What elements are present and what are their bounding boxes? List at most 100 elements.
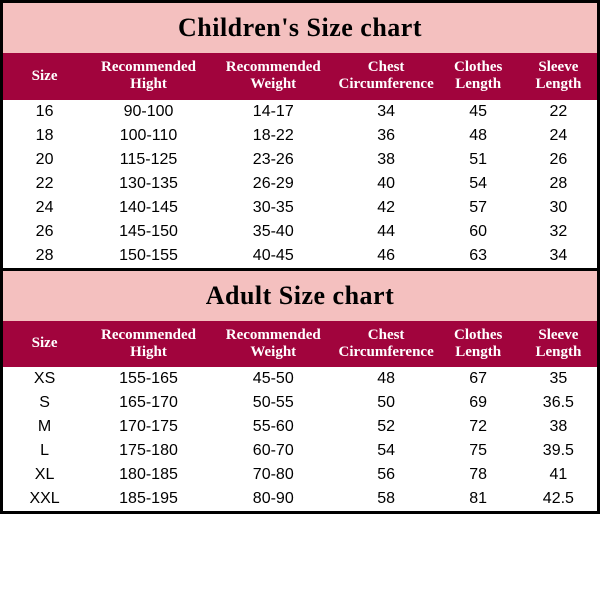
table-cell: 39.5	[520, 439, 597, 463]
table-cell: 48	[336, 367, 437, 391]
table-row: XS155-16545-50486735	[3, 367, 597, 391]
table-cell: 67	[437, 367, 520, 391]
table-cell: 28	[3, 244, 86, 268]
table-row: 26145-15035-40446032	[3, 220, 597, 244]
table-cell: 48	[437, 124, 520, 148]
table-row: 20115-12523-26385126	[3, 148, 597, 172]
table-cell: 45	[437, 100, 520, 124]
col-hight: Recommended Hight	[86, 53, 211, 100]
table-cell: 24	[3, 196, 86, 220]
table-cell: XL	[3, 463, 86, 487]
table-cell: 44	[336, 220, 437, 244]
table-cell: 23-26	[211, 148, 336, 172]
table-row: XXL185-19580-90588142.5	[3, 487, 597, 511]
table-row: 24140-14530-35425730	[3, 196, 597, 220]
table-cell: 40	[336, 172, 437, 196]
table-cell: 100-110	[86, 124, 211, 148]
table-cell: 42.5	[520, 487, 597, 511]
table-cell: S	[3, 391, 86, 415]
table-cell: 50-55	[211, 391, 336, 415]
table-cell: 30	[520, 196, 597, 220]
table-cell: 69	[437, 391, 520, 415]
table-cell: 54	[437, 172, 520, 196]
table-cell: 56	[336, 463, 437, 487]
table-cell: 42	[336, 196, 437, 220]
table-cell: 90-100	[86, 100, 211, 124]
col-sleeve: Sleeve Length	[520, 321, 597, 368]
col-chest: Chest Circumference	[336, 53, 437, 100]
col-weight: Recommended Weight	[211, 53, 336, 100]
table-cell: 175-180	[86, 439, 211, 463]
table-cell: 55-60	[211, 415, 336, 439]
col-chest: Chest Circumference	[336, 321, 437, 368]
table-cell: 20	[3, 148, 86, 172]
table-header-row: Size Recommended Hight Recommended Weigh…	[3, 321, 597, 368]
table-cell: 58	[336, 487, 437, 511]
adult-tbody: XS155-16545-50486735S165-17050-55506936.…	[3, 367, 597, 511]
table-cell: 130-135	[86, 172, 211, 196]
col-size: Size	[3, 53, 86, 100]
table-cell: 16	[3, 100, 86, 124]
table-cell: 72	[437, 415, 520, 439]
table-cell: 60-70	[211, 439, 336, 463]
table-cell: 14-17	[211, 100, 336, 124]
table-cell: 115-125	[86, 148, 211, 172]
table-cell: 26	[520, 148, 597, 172]
children-tbody: 1690-10014-1734452218100-11018-223648242…	[3, 100, 597, 268]
table-row: 18100-11018-22364824	[3, 124, 597, 148]
table-row: 22130-13526-29405428	[3, 172, 597, 196]
table-cell: 145-150	[86, 220, 211, 244]
adult-table: Size Recommended Hight Recommended Weigh…	[3, 321, 597, 512]
table-cell: 70-80	[211, 463, 336, 487]
table-cell: 165-170	[86, 391, 211, 415]
table-cell: 155-165	[86, 367, 211, 391]
table-cell: L	[3, 439, 86, 463]
table-cell: 78	[437, 463, 520, 487]
table-cell: 81	[437, 487, 520, 511]
col-clothes: Clothes Length	[437, 53, 520, 100]
table-cell: 24	[520, 124, 597, 148]
table-cell: XS	[3, 367, 86, 391]
table-row: L175-18060-70547539.5	[3, 439, 597, 463]
table-cell: 34	[336, 100, 437, 124]
table-cell: 26-29	[211, 172, 336, 196]
table-cell: M	[3, 415, 86, 439]
table-cell: 140-145	[86, 196, 211, 220]
col-weight: Recommended Weight	[211, 321, 336, 368]
table-cell: 80-90	[211, 487, 336, 511]
col-hight: Recommended Hight	[86, 321, 211, 368]
table-row: XL180-18570-80567841	[3, 463, 597, 487]
table-cell: 185-195	[86, 487, 211, 511]
table-cell: 40-45	[211, 244, 336, 268]
table-header-row: Size Recommended Hight Recommended Weigh…	[3, 53, 597, 100]
table-cell: 57	[437, 196, 520, 220]
table-cell: 52	[336, 415, 437, 439]
table-cell: 35-40	[211, 220, 336, 244]
table-cell: 46	[336, 244, 437, 268]
table-cell: 26	[3, 220, 86, 244]
table-cell: 41	[520, 463, 597, 487]
table-cell: 75	[437, 439, 520, 463]
table-cell: 38	[520, 415, 597, 439]
children-title: Children's Size chart	[3, 3, 597, 53]
table-cell: 38	[336, 148, 437, 172]
table-cell: 170-175	[86, 415, 211, 439]
table-cell: 22	[3, 172, 86, 196]
table-row: M170-17555-60527238	[3, 415, 597, 439]
table-cell: 63	[437, 244, 520, 268]
table-cell: 34	[520, 244, 597, 268]
size-chart-container: Children's Size chart Size Recommended H…	[0, 0, 600, 514]
col-size: Size	[3, 321, 86, 368]
adult-title: Adult Size chart	[3, 271, 597, 321]
col-sleeve: Sleeve Length	[520, 53, 597, 100]
table-cell: 36	[336, 124, 437, 148]
table-cell: 18	[3, 124, 86, 148]
table-cell: 51	[437, 148, 520, 172]
table-cell: 35	[520, 367, 597, 391]
children-table: Size Recommended Hight Recommended Weigh…	[3, 53, 597, 268]
table-cell: 28	[520, 172, 597, 196]
table-cell: 22	[520, 100, 597, 124]
table-cell: 32	[520, 220, 597, 244]
table-row: 1690-10014-17344522	[3, 100, 597, 124]
table-row: 28150-15540-45466334	[3, 244, 597, 268]
